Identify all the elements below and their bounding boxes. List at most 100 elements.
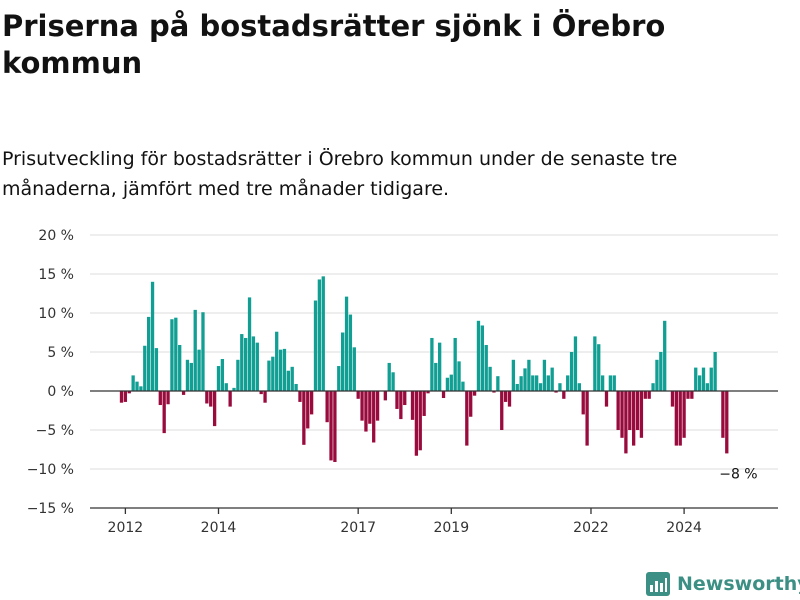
bar [189, 362, 193, 391]
bar [546, 375, 550, 391]
bar [647, 391, 651, 399]
bar [725, 391, 729, 454]
bar [577, 383, 581, 391]
bar [368, 391, 372, 424]
bar [212, 391, 217, 427]
bar [244, 337, 248, 391]
bar [465, 391, 469, 446]
bar [263, 391, 267, 403]
brand-name: Newsworthy [677, 573, 800, 595]
bar [209, 391, 213, 407]
y-tick-label: 15 % [38, 267, 74, 283]
bar [174, 317, 178, 391]
bar [341, 332, 345, 391]
bar [325, 391, 329, 423]
bar [185, 359, 190, 391]
bar [585, 391, 589, 446]
last-value-label: −8 % [719, 466, 757, 482]
bar [395, 391, 399, 409]
bar [251, 336, 256, 391]
bar [282, 348, 287, 391]
x-axis-labels: 2012 2014 2017 2019 2022 2024 [108, 508, 702, 536]
bar [663, 320, 667, 391]
bar [705, 383, 710, 391]
bar [632, 391, 636, 446]
bar [313, 300, 318, 391]
bar [434, 362, 438, 391]
bar [713, 352, 717, 391]
bar [302, 391, 306, 445]
bar [488, 366, 492, 391]
bar [224, 383, 228, 391]
bar [154, 348, 159, 391]
bar [181, 391, 186, 395]
bar [178, 344, 182, 391]
bar [697, 375, 702, 391]
bar [143, 345, 147, 391]
bar [240, 334, 244, 391]
bar [275, 331, 279, 391]
bar [651, 383, 655, 391]
y-tick-label: −15 % [27, 501, 74, 517]
gridlines [90, 234, 778, 509]
chart-title: Priserna på bostadsrätter sjönk i Örebro… [2, 9, 666, 80]
bar [569, 352, 574, 391]
bar [655, 359, 659, 391]
bar [674, 391, 678, 446]
bar [628, 391, 632, 430]
bar [317, 279, 322, 391]
bar [259, 391, 263, 395]
bar [542, 359, 547, 391]
bar [678, 391, 682, 446]
bar [531, 375, 535, 391]
bar [337, 366, 341, 391]
x-tick-label: 2017 [340, 520, 376, 536]
bar [344, 296, 349, 391]
bar [205, 391, 209, 404]
bar [352, 347, 356, 391]
bar [255, 342, 259, 391]
bar [306, 391, 310, 429]
bar [527, 359, 531, 391]
x-tick-label: 2014 [201, 520, 237, 536]
bar [321, 276, 325, 391]
bar [457, 361, 461, 391]
bar [422, 391, 426, 416]
bar [441, 391, 446, 399]
bar [639, 391, 644, 438]
bar [364, 391, 368, 432]
bar [538, 383, 543, 391]
bar [158, 391, 162, 406]
bar [635, 391, 640, 430]
bar [438, 342, 442, 391]
bar [682, 391, 686, 438]
bar [593, 336, 597, 391]
y-tick-label: −10 % [27, 462, 74, 478]
bar [329, 391, 333, 461]
bar [360, 391, 364, 421]
y-tick-label: 5 % [47, 345, 74, 361]
bar [430, 337, 434, 391]
bar [535, 375, 539, 391]
bar [150, 281, 155, 391]
bar [309, 391, 314, 415]
bar [581, 391, 585, 415]
bar [612, 375, 616, 391]
bar [356, 391, 360, 399]
bar [228, 391, 232, 407]
bar [686, 391, 690, 399]
bar [616, 391, 620, 430]
bar [267, 360, 271, 391]
bar [484, 344, 488, 391]
bar [372, 391, 376, 443]
bar [550, 367, 554, 391]
bar [492, 391, 496, 393]
bar [721, 391, 725, 438]
bar [333, 391, 337, 462]
bar [600, 375, 605, 391]
bar [624, 391, 628, 454]
bar [604, 391, 609, 407]
bar [507, 391, 512, 407]
bar [387, 362, 391, 391]
bar [709, 367, 713, 391]
